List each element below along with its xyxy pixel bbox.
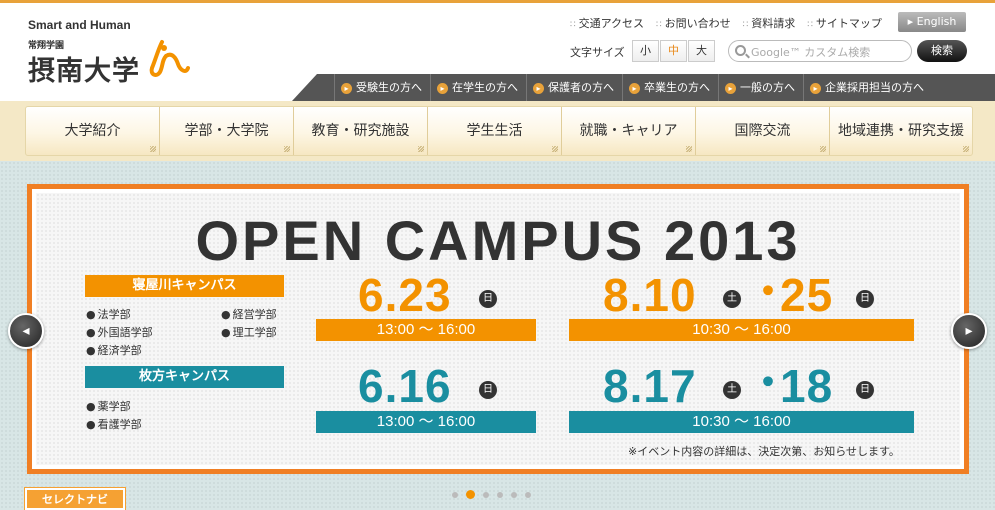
university-name: 摂南大学 xyxy=(28,56,140,87)
event-time: 13:00 ～ 16:00 xyxy=(316,319,536,341)
search-placeholder: Google™ カスタム検索 xyxy=(751,46,871,59)
audience-link-students[interactable]: 在学生の方へ xyxy=(430,74,526,101)
event-date-separator: ・ xyxy=(748,270,789,314)
select-navi-tab[interactable]: セレクトナビ xyxy=(24,487,126,510)
university-emblem-icon xyxy=(149,40,190,77)
search-icon xyxy=(735,45,746,56)
event-time: 10:30 ～ 16:00 xyxy=(569,319,914,341)
event-date: 8.10 xyxy=(603,269,697,321)
audience-link-parents[interactable]: 保護者の方へ xyxy=(526,74,622,101)
audience-link-employers[interactable]: 企業採用担当の方へ xyxy=(803,74,932,101)
carousel-dot[interactable] xyxy=(483,491,489,498)
search-button[interactable]: 検索 xyxy=(917,40,967,62)
dept-foreign-languages: 外国語学部 xyxy=(86,324,153,340)
event-date: 6.23 xyxy=(358,269,452,321)
audience-link-alumni[interactable]: 卒業生の方へ xyxy=(622,74,718,101)
event-day-badge: 日 xyxy=(479,290,497,308)
event-time: 10:30 ～ 16:00 xyxy=(569,411,914,433)
prev-arrow-icon[interactable]: ◂ xyxy=(8,313,44,349)
font-size-medium-button[interactable]: 中 xyxy=(660,40,687,62)
nav-community-research[interactable]: 地域連携・研究支援 xyxy=(830,107,972,155)
next-arrow-icon[interactable]: ▸ xyxy=(951,313,987,349)
audience-link-public[interactable]: 一般の方へ xyxy=(718,74,803,101)
campus-label-neyagawa: 寝屋川キャンパス xyxy=(85,275,284,297)
nav-faculties[interactable]: 学部・大学院 xyxy=(160,107,294,155)
brochure-request-link[interactable]: 資料請求 xyxy=(743,15,795,31)
font-size-large-button[interactable]: 大 xyxy=(688,40,715,62)
carousel-dot[interactable] xyxy=(452,491,458,498)
nav-student-life[interactable]: 学生生活 xyxy=(428,107,562,155)
audience-link-applicants[interactable]: 受験生の方へ xyxy=(334,74,430,101)
sitemap-link[interactable]: サイトマップ xyxy=(807,15,882,31)
carousel-dot[interactable] xyxy=(497,491,503,498)
top-accent-line xyxy=(0,0,995,3)
event-time: 13:00 ～ 16:00 xyxy=(316,411,536,433)
font-size-small-button[interactable]: 小 xyxy=(632,40,659,62)
dept-pharmacy: 薬学部 xyxy=(86,398,131,414)
event-note: ※イベント内容の詳細は、決定次第、お知らせします。 xyxy=(628,445,900,458)
banner-title: OPEN CAMPUS 2013 xyxy=(195,209,801,272)
font-size-label: 文字サイズ xyxy=(570,46,625,59)
event-date: 6.16 xyxy=(358,360,452,412)
access-link[interactable]: 交通アクセス xyxy=(570,15,644,31)
carousel-dot[interactable] xyxy=(525,491,531,498)
nav-about[interactable]: 大学紹介 xyxy=(26,107,160,155)
dept-science-engineering: 理工学部 xyxy=(221,324,277,340)
dept-business: 経営学部 xyxy=(221,306,277,322)
campus-label-hirakata: 枚方キャンパス xyxy=(85,366,284,388)
carousel-pagination xyxy=(452,490,531,499)
nav-career[interactable]: 就職・キャリア xyxy=(562,107,696,155)
event-date-separator: ・ xyxy=(748,361,789,405)
audience-nav: 受験生の方へ 在学生の方へ 保護者の方へ 卒業生の方へ 一般の方へ 企業採用担当… xyxy=(292,74,995,101)
dept-economics: 経済学部 xyxy=(86,342,142,358)
event-day-badge: 日 xyxy=(479,381,497,399)
carousel-dot[interactable] xyxy=(511,491,517,498)
dept-law: 法学部 xyxy=(86,306,131,322)
carousel-dot-active[interactable] xyxy=(466,490,475,499)
event-day-badge: 日 xyxy=(856,381,874,399)
utility-links: 交通アクセス お問い合わせ 資料請求 サイトマップ xyxy=(570,15,882,31)
nav-international[interactable]: 国際交流 xyxy=(696,107,830,155)
event-date: 8.17 xyxy=(603,360,697,412)
search-input[interactable]: Google™ カスタム検索 xyxy=(728,40,912,62)
event-date-second: 25 xyxy=(780,269,834,321)
group-name: 常翔学園 xyxy=(28,41,65,51)
english-button[interactable]: ▸ English xyxy=(898,12,966,32)
brand-tagline: Smart and Human xyxy=(28,18,131,32)
university-logo[interactable]: Smart and Human 常翔学園 摂南大学 xyxy=(28,18,140,88)
dept-nursing: 看護学部 xyxy=(86,416,142,432)
contact-link[interactable]: お問い合わせ xyxy=(656,15,731,31)
event-day-badge: 日 xyxy=(856,290,874,308)
event-day-badge: 土 xyxy=(723,290,741,308)
event-date-second: 18 xyxy=(780,360,834,412)
nav-research-facilities[interactable]: 教育・研究施設 xyxy=(294,107,428,155)
event-day-badge: 土 xyxy=(723,381,741,399)
global-nav: 大学紹介 学部・大学院 教育・研究施設 学生生活 就職・キャリア 国際交流 地域… xyxy=(25,106,973,156)
